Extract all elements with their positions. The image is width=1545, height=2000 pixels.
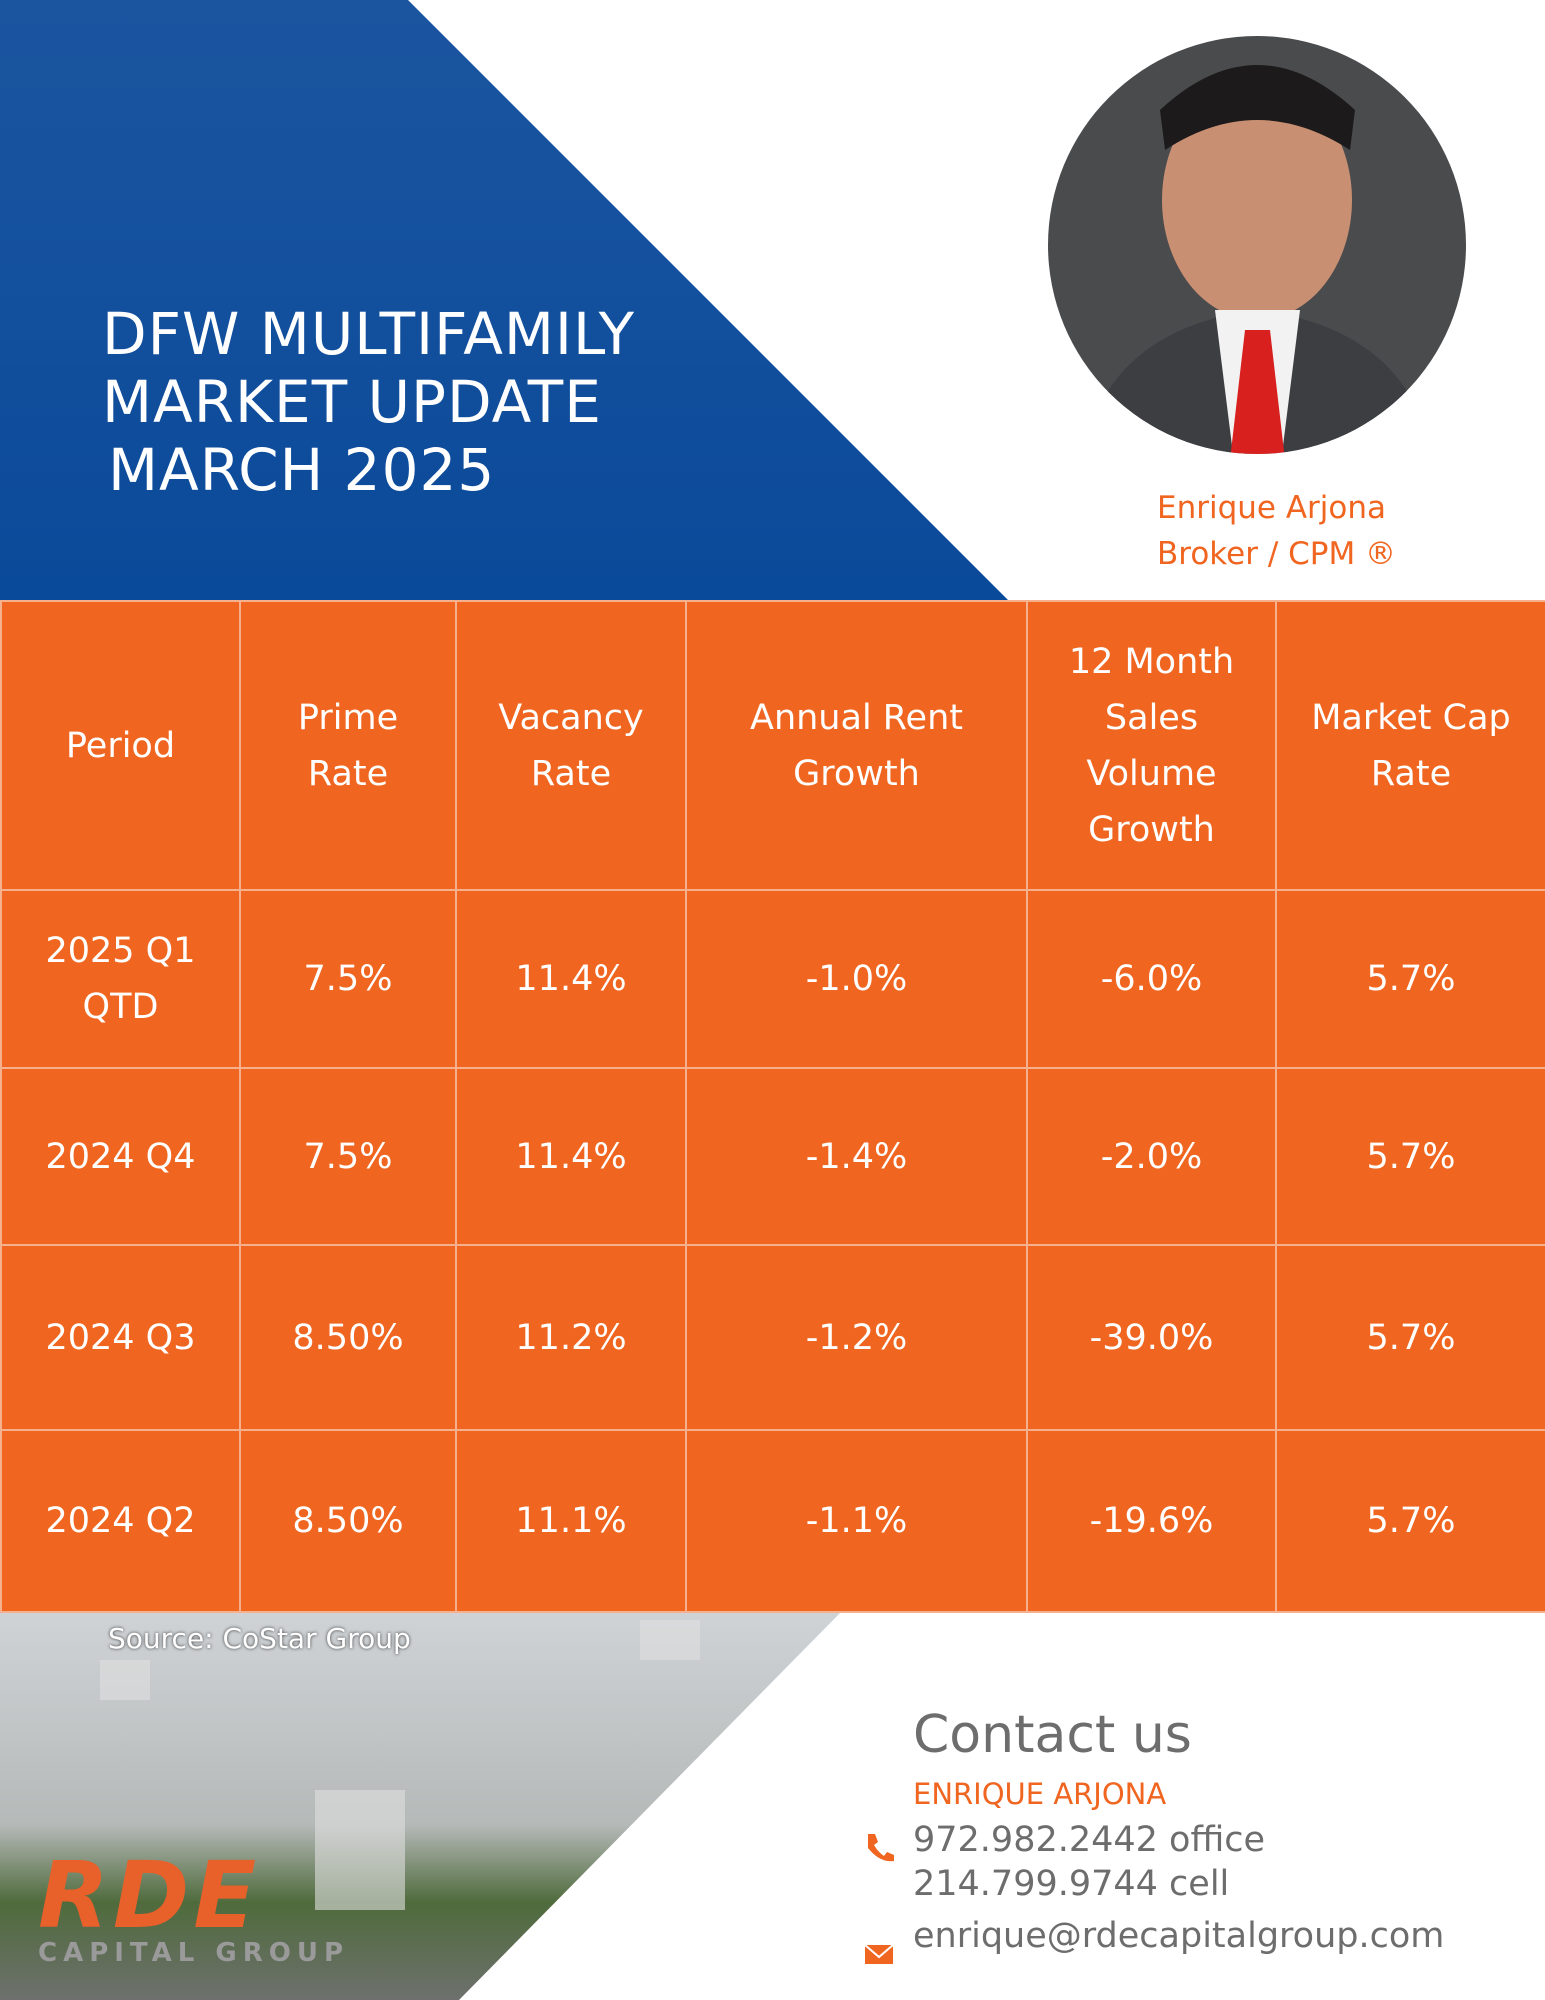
email: enrique@rdecapitalgroup.com [913,1916,1445,1956]
data-cell: 5.7% [1275,1067,1545,1246]
header-cell: Prime Rate [239,600,457,891]
phone-cell: 214.799.9744 cell [913,1864,1230,1904]
header-cell: Market Cap Rate [1275,600,1545,891]
data-row: 2024 Q4 7.5% 11.4% -1.4% -2.0% 5.7% [0,1067,1545,1246]
header-cell: Vacancy Rate [455,600,687,891]
data-cell: 2024 Q4 [0,1067,241,1246]
title-line: MARKET UPDATE [102,368,602,436]
data-row: 2024 Q3 8.50% 11.2% -1.2% -39.0% 5.7% [0,1244,1545,1431]
data-cell: 5.7% [1275,889,1545,1069]
agent-name: Enrique Arjona [1157,490,1387,526]
data-cell: 11.1% [455,1429,687,1613]
contact: Contact us ENRIQUE ARJONA 972.982.2442 o… [913,1700,1444,1966]
data-cell: 11.4% [455,1067,687,1246]
logo: RDE [38,1842,261,1949]
agent: Enrique Arjona Broker / CPM ® [1157,485,1396,577]
contact-name: ENRIQUE ARJONA [913,1777,1167,1811]
data-row: 2025 Q1 QTD 7.5% 11.4% -1.0% -6.0% 5.7% [0,889,1545,1069]
data-cell: 7.5% [239,1067,457,1246]
data-cell: 7.5% [239,889,457,1069]
data-cell: -2.0% [1026,1067,1277,1246]
data-row: 2024 Q2 8.50% 11.1% -1.1% -19.6% 5.7% [0,1429,1545,1613]
contact-icons [864,1834,894,1964]
data-cell: 8.50% [239,1244,457,1431]
data-cell: 2024 Q3 [0,1244,241,1431]
data-cell: -1.4% [685,1067,1028,1246]
data-cell: 5.7% [1275,1429,1545,1613]
data-cell: -1.0% [685,889,1028,1069]
phone-office: 972.982.2442 office [913,1820,1266,1860]
data-cell: -1.2% [685,1244,1028,1431]
header-cell: Annual Rent Growth [685,600,1028,891]
data-cell: -1.1% [685,1429,1028,1613]
market-table: Period Prime Rate Vacancy Rate Annual Rent … [0,600,1545,1613]
data-cell: 2024 Q2 [0,1429,241,1613]
contact-heading: Contact us [913,1705,1192,1765]
title-line: MARCH 2025 [108,436,496,504]
data-cell: -39.0% [1026,1244,1277,1431]
header-cell: Period [0,600,241,891]
data-cell: 11.4% [455,889,687,1069]
data-cell: 2025 Q1 QTD [0,889,241,1069]
data-cell: 8.50% [239,1429,457,1613]
title: DFW MULTIFAMILY MARKET UPDATE MARCH 2025 [102,300,635,504]
agent-title: Broker / CPM ® [1157,536,1397,572]
data-cell: -19.6% [1026,1429,1277,1613]
data-cell: 11.2% [455,1244,687,1431]
data-cell: 5.7% [1275,1244,1545,1431]
title-line: DFW MULTIFAMILY [102,300,636,368]
header-row: Period Prime Rate Vacancy Rate Annual Rent … [0,600,1545,891]
source: Source: CoStar Group [108,1622,411,1655]
logo-subtitle: CAPITAL GROUP [38,1938,350,1968]
data-cell: -6.0% [1026,889,1277,1069]
header-cell: 12 Month Sales Volume Growth [1026,600,1277,891]
